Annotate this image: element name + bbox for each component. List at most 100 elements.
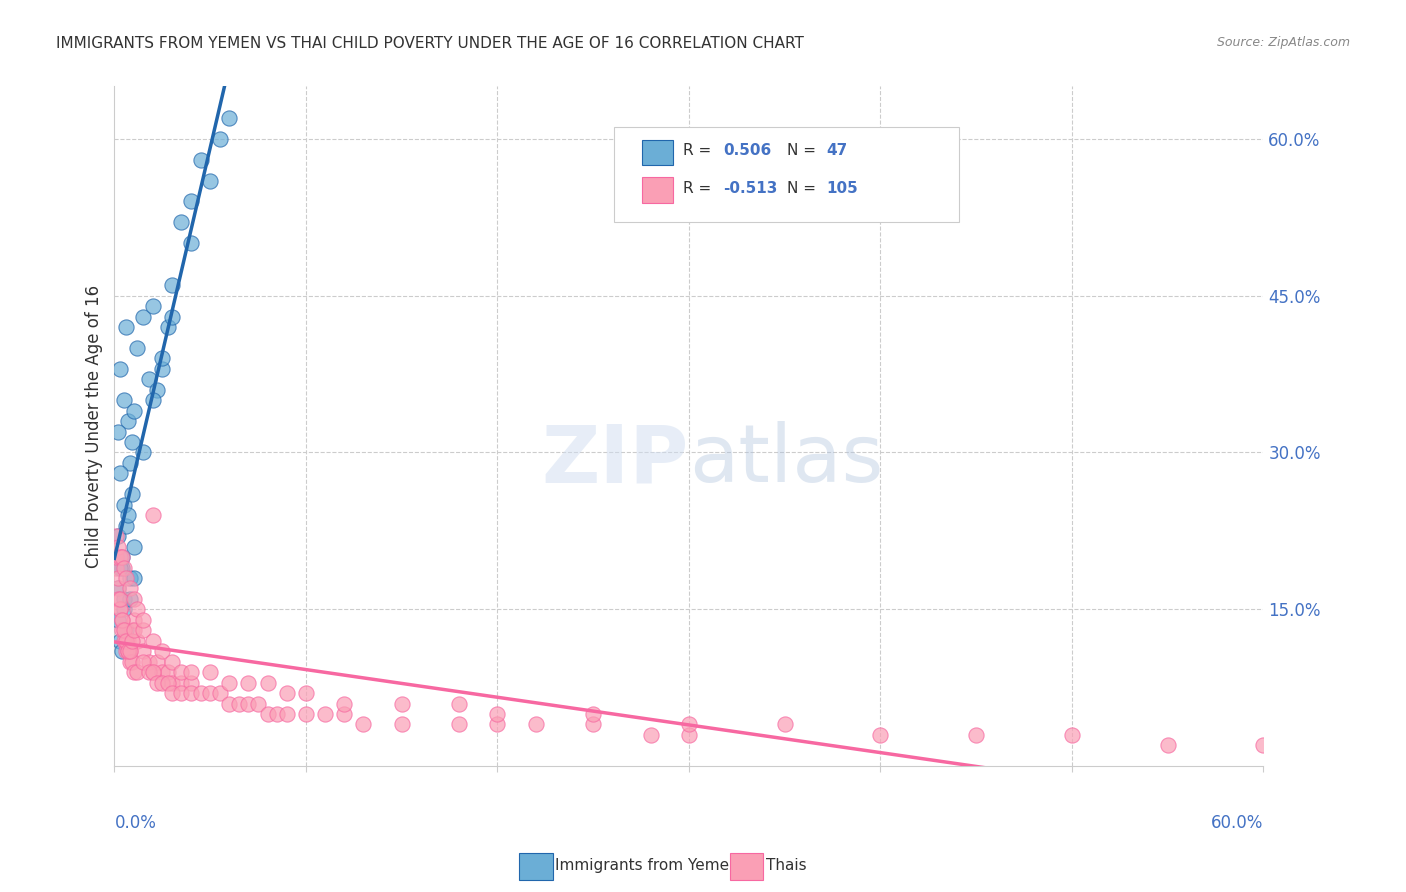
Point	[111, 624, 134, 638]
Point	[107, 582, 129, 596]
Point	[117, 644, 139, 658]
Point	[773, 717, 796, 731]
Point	[157, 675, 180, 690]
Point	[142, 665, 165, 680]
Point	[218, 675, 240, 690]
Point	[160, 686, 183, 700]
Point	[160, 655, 183, 669]
Point	[276, 686, 298, 700]
Point	[142, 299, 165, 313]
Text: 60.0%: 60.0%	[1211, 814, 1264, 832]
Point	[145, 655, 167, 669]
Text: IMMIGRANTS FROM YEMEN VS THAI CHILD POVERTY UNDER THE AGE OF 16 CORRELATION CHAR: IMMIGRANTS FROM YEMEN VS THAI CHILD POVE…	[56, 36, 804, 51]
Point	[150, 665, 173, 680]
Point	[256, 706, 278, 721]
Point	[115, 320, 138, 334]
Point	[138, 665, 160, 680]
Point	[108, 467, 131, 481]
Point	[198, 665, 221, 680]
Point	[107, 540, 129, 554]
Point	[1060, 728, 1083, 742]
Point	[180, 665, 202, 680]
Point	[108, 550, 131, 565]
Text: Thais: Thais	[766, 858, 807, 872]
Text: 47: 47	[827, 144, 848, 159]
Point	[127, 665, 149, 680]
Point	[108, 633, 131, 648]
Text: R =: R =	[683, 144, 716, 159]
Point	[117, 644, 139, 658]
Point	[218, 111, 240, 125]
Point	[150, 644, 173, 658]
Point	[170, 686, 193, 700]
Point	[112, 393, 135, 408]
Point	[122, 665, 145, 680]
Text: ZIP: ZIP	[541, 421, 689, 500]
Point	[198, 173, 221, 187]
Text: Immigrants from Yemen: Immigrants from Yemen	[555, 858, 740, 872]
Point	[127, 341, 149, 355]
Point	[121, 624, 143, 638]
Point	[180, 194, 202, 209]
Point	[118, 655, 141, 669]
Point	[121, 655, 143, 669]
Point	[208, 131, 231, 145]
Point	[256, 675, 278, 690]
Point	[108, 361, 131, 376]
Point	[157, 320, 180, 334]
Point	[112, 591, 135, 606]
FancyBboxPatch shape	[641, 140, 673, 165]
Point	[132, 624, 155, 638]
Point	[170, 675, 193, 690]
Point	[180, 236, 202, 251]
Point	[190, 153, 212, 167]
Point	[107, 529, 129, 543]
Point	[449, 697, 471, 711]
Text: Source: ZipAtlas.com: Source: ZipAtlas.com	[1216, 36, 1350, 49]
Text: R =: R =	[683, 181, 716, 196]
Point	[112, 624, 135, 638]
Point	[118, 456, 141, 470]
Point	[132, 445, 155, 459]
Point	[105, 529, 128, 543]
Point	[132, 310, 155, 324]
Y-axis label: Child Poverty Under the Age of 16: Child Poverty Under the Age of 16	[86, 285, 103, 568]
Point	[142, 508, 165, 523]
Point	[486, 717, 509, 731]
Point	[678, 728, 700, 742]
Point	[132, 644, 155, 658]
Text: 0.506: 0.506	[723, 144, 772, 159]
Point	[138, 372, 160, 386]
Point	[1156, 739, 1178, 753]
Point	[198, 686, 221, 700]
Point	[142, 633, 165, 648]
Point	[122, 591, 145, 606]
Point	[524, 717, 547, 731]
Point	[105, 550, 128, 565]
Point	[180, 675, 202, 690]
Point	[582, 717, 605, 731]
Point	[1253, 739, 1275, 753]
Point	[115, 571, 138, 585]
Point	[145, 383, 167, 397]
Point	[142, 665, 165, 680]
Point	[449, 717, 471, 731]
FancyBboxPatch shape	[641, 178, 673, 202]
Point	[111, 613, 134, 627]
Point	[107, 582, 129, 596]
Point	[965, 728, 987, 742]
Point	[122, 403, 145, 417]
Point	[111, 550, 134, 565]
Point	[121, 487, 143, 501]
Point	[582, 706, 605, 721]
Point	[150, 351, 173, 366]
Point	[112, 560, 135, 574]
Point	[333, 697, 356, 711]
Point	[115, 644, 138, 658]
Point	[127, 633, 149, 648]
Point	[170, 665, 193, 680]
Point	[118, 644, 141, 658]
Point	[247, 697, 270, 711]
Point	[118, 582, 141, 596]
Point	[238, 675, 260, 690]
